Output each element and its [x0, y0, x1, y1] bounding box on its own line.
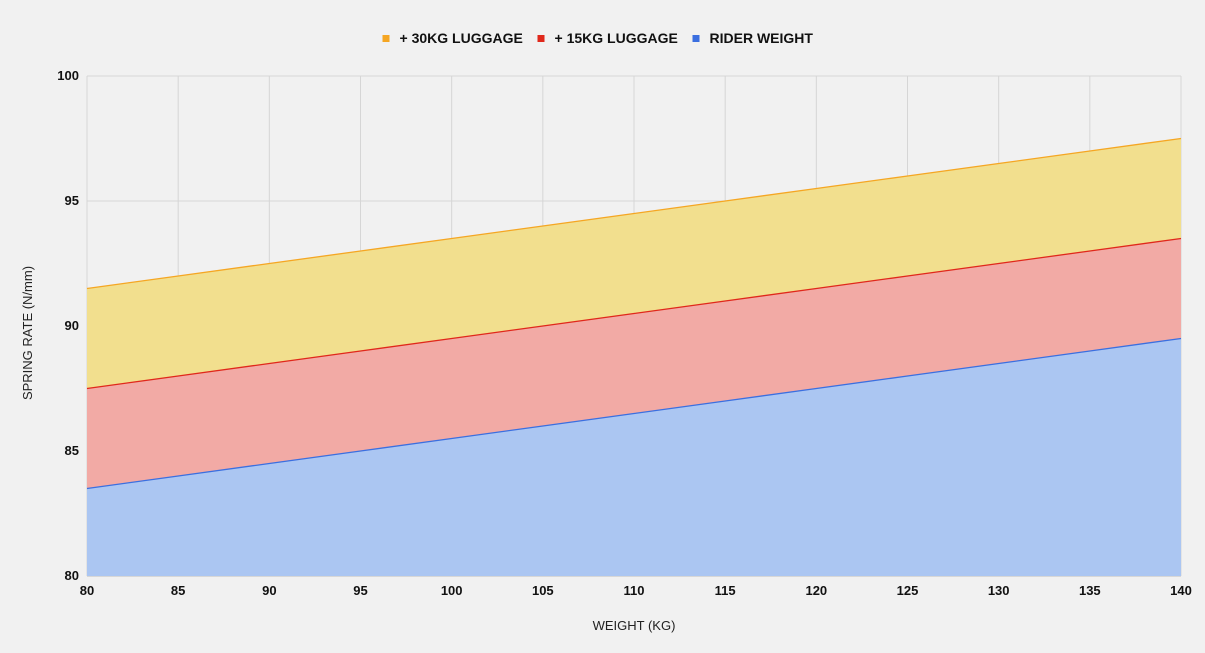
legend-swatch-2	[692, 35, 700, 42]
x-tick-label: 90	[262, 583, 276, 598]
x-tick-label: 80	[80, 583, 94, 598]
x-tick-label: 120	[805, 583, 827, 598]
x-tick-label: 110	[624, 583, 645, 598]
x-tick-label: 95	[353, 583, 367, 598]
y-tick-label: 80	[65, 568, 79, 583]
x-tick-label: 100	[441, 583, 463, 598]
series-area-2	[87, 338, 1181, 576]
y-tick-label: 85	[65, 443, 79, 458]
series-areas	[87, 138, 1181, 576]
x-tick-label: 135	[1079, 583, 1101, 598]
x-tick-label: 105	[532, 583, 554, 598]
series-line-2	[86, 337, 1182, 490]
x-tick-label: 130	[988, 583, 1010, 598]
x-tick-label: 85	[171, 583, 185, 598]
y-axis-ticks: 80 85 90 95 100	[57, 68, 79, 583]
legend-label-0: + 30KG LUGGAGE	[400, 30, 523, 46]
series-line-1	[86, 237, 1182, 390]
x-tick-label: 125	[897, 583, 919, 598]
legend-swatch-0	[382, 35, 390, 42]
y-tick-label: 90	[65, 318, 79, 333]
series-line-0	[86, 137, 1182, 290]
y-tick-label: 95	[65, 193, 79, 208]
legend-label-1: + 15KG LUGGAGE	[555, 30, 678, 46]
series-lines	[86, 137, 1182, 490]
legend-label-2: RIDER WEIGHT	[710, 30, 814, 46]
y-tick-label: 100	[57, 68, 79, 83]
y-axis-title: SPRING RATE (N/mm)	[20, 266, 35, 400]
x-axis-ticks: 80 85 90 95 100 105 110 115 120 125 130 135 140	[80, 583, 1192, 598]
x-tick-label: 140	[1170, 583, 1192, 598]
legend: + 30KG LUGGAGE + 15KG LUGGAGE RIDER WEIGHT	[382, 30, 814, 46]
x-tick-label: 115	[715, 583, 736, 598]
legend-swatch-1	[537, 35, 545, 42]
x-axis-title: WEIGHT (KG)	[593, 618, 676, 633]
